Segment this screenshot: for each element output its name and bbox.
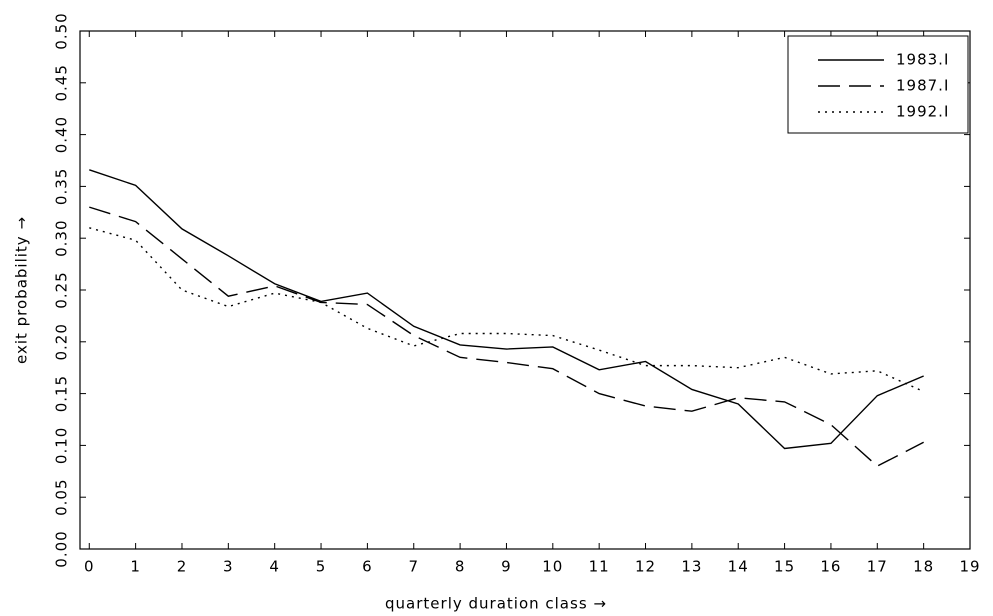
x-tick-label: 14	[728, 558, 749, 576]
y-tick-label: 0.45	[53, 64, 71, 101]
y-tick-label: 0.30	[53, 219, 71, 256]
y-tick-label: 0.25	[53, 271, 71, 308]
y-tick-label: 0.00	[53, 530, 71, 567]
x-tick-label: 16	[820, 558, 841, 576]
x-tick-label: 7	[408, 558, 419, 576]
x-tick-label: 17	[867, 558, 888, 576]
x-tick-label: 9	[501, 558, 512, 576]
y-tick-label: 0.40	[53, 116, 71, 153]
x-tick-label: 18	[913, 558, 934, 576]
x-tick-label: 12	[635, 558, 656, 576]
x-tick-label: 15	[774, 558, 795, 576]
series-line	[89, 206, 924, 467]
legend-label: 1987.I	[896, 77, 949, 95]
x-tick-label: 11	[589, 558, 610, 576]
y-tick-label: 0.20	[53, 323, 71, 360]
legend-box	[787, 35, 969, 134]
x-tick-label: 6	[362, 558, 373, 576]
x-tick-label: 10	[542, 558, 563, 576]
legend-label: 1992.I	[896, 103, 949, 121]
x-tick-label: 0	[84, 558, 95, 576]
y-axis-label: exit probability →	[13, 216, 31, 364]
x-tick-label: 4	[269, 558, 280, 576]
x-tick-label: 8	[455, 558, 466, 576]
y-tick-label: 0.35	[53, 168, 71, 205]
x-axis-label: quarterly duration class →	[385, 595, 607, 613]
x-tick-label: 2	[177, 558, 188, 576]
x-tick-label: 3	[223, 558, 234, 576]
y-tick-label: 0.15	[53, 375, 71, 412]
y-tick-label: 0.10	[53, 427, 71, 464]
x-tick-label: 13	[681, 558, 702, 576]
x-tick-label: 5	[316, 558, 327, 576]
series-line	[89, 227, 924, 393]
x-tick-label: 1	[130, 558, 141, 576]
series-line	[89, 169, 924, 450]
legend-label: 1983.I	[896, 51, 949, 69]
y-tick-label: 0.05	[53, 478, 71, 515]
y-tick-label: 0.50	[53, 12, 71, 49]
x-tick-label: 19	[959, 558, 980, 576]
